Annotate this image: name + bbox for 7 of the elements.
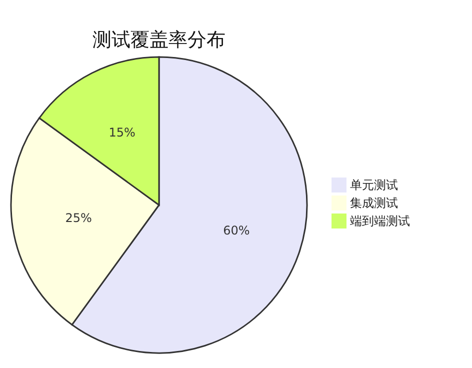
data-label: 25% bbox=[65, 210, 92, 225]
data-label: 60% bbox=[223, 223, 250, 238]
chart-title: 测试覆盖率分布 bbox=[92, 29, 226, 51]
legend-label: 端到端测试 bbox=[350, 214, 410, 228]
legend-label: 单元测试 bbox=[350, 178, 398, 192]
legend-label: 集成测试 bbox=[350, 196, 398, 210]
data-label: 15% bbox=[108, 126, 136, 140]
